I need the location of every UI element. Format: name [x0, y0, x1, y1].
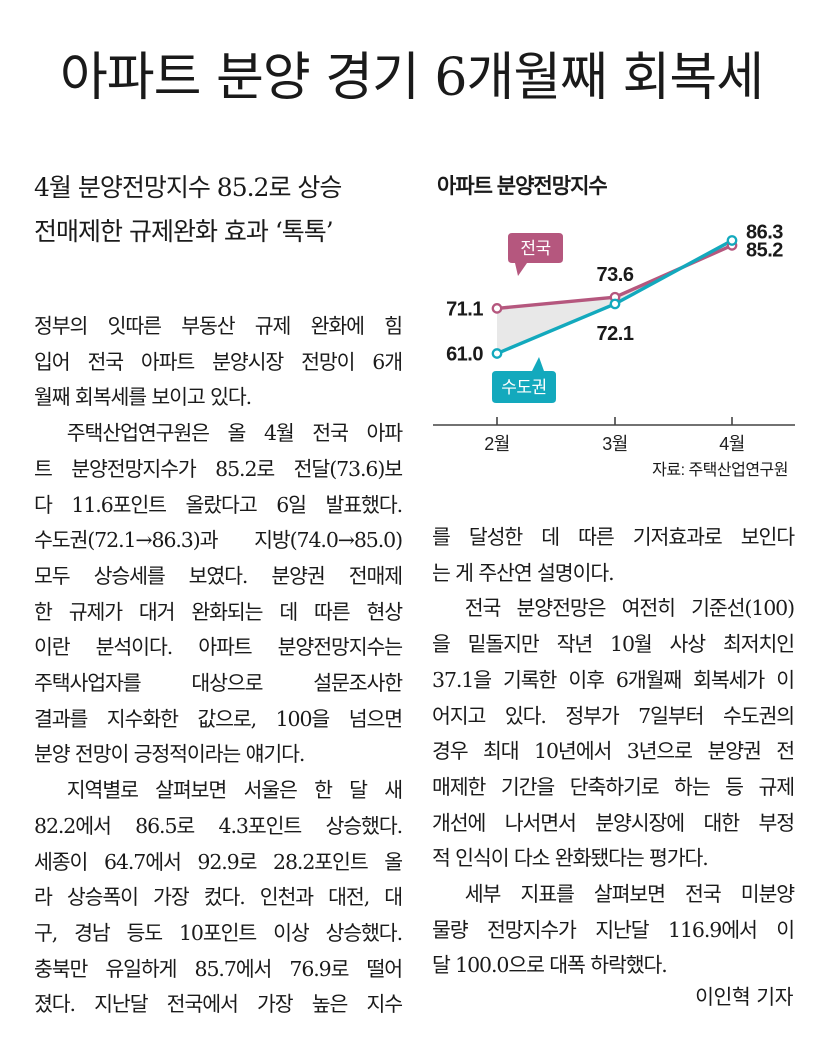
x-tick-label: 3월 — [602, 434, 628, 454]
data-point-national — [491, 303, 503, 314]
x-tick-label: 4월 — [719, 434, 745, 454]
body-line: 구, 경남 등도 10포인트 이상 상승했다. — [34, 920, 403, 945]
body-line: 세부 지표를 살펴보면 전국 미분양 — [464, 882, 795, 907]
body-line: 적 인식이 다소 완화됐다는 평가다. — [432, 846, 709, 871]
body-line: 전국 분양전망은 여전히 기준선(100) — [464, 596, 795, 621]
data-label-capital: 61.0 — [446, 344, 483, 366]
series-name-capital-label: 수도권 — [501, 378, 546, 397]
data-label-national: 73.6 — [597, 264, 634, 286]
chart-source: 자료: 주택산업연구원 — [652, 462, 788, 479]
body-line: 는 게 주산연 설명이다. — [432, 560, 615, 585]
body-line: 모두 상승세를 보였다. 분양권 전매제 — [34, 563, 403, 588]
body-line: 물량 전망지수가 지난달 116.9에서 이 — [432, 917, 795, 942]
headline: 아파트 분양 경기 6개월째 회복세 — [59, 48, 764, 108]
body-line: 이란 분석이다. 아파트 분양전망지수는 — [34, 635, 403, 660]
subhead-line-1: 4월 분양전망지수 85.2로 상승 — [34, 173, 342, 202]
body-line: 다 11.6포인트 올랐다고 6일 발표했다. — [34, 492, 403, 517]
body-line: 한 규제가 대거 완화되는 데 따른 현상 — [34, 599, 403, 624]
body-line: 정부의 잇따른 부동산 규제 완화에 힘 — [34, 314, 403, 338]
body-line: 을 밑돌지만 작년 10월 사상 최저치인 — [432, 632, 795, 657]
body-line: 주택산업연구원은 올 4월 전국 아파 — [66, 421, 403, 446]
body-line: 개선에 나서면서 분양시장에 대한 부정 — [432, 810, 795, 835]
series-name-national-tag — [508, 233, 563, 276]
article-column-left: 정부의 잇따른 부동산 규제 완화에 힘 입어 전국 아파트 분양시장 전망이 … — [34, 309, 403, 1023]
body-line: 월째 회복세를 보이고 있다. — [34, 385, 252, 410]
chart-title: 아파트 분양전망지수 — [437, 175, 608, 198]
subhead-line-2: 전매제한 규제완화 효과 ‘톡톡’ — [34, 217, 334, 246]
body-line: 졌다. 지난달 전국에서 가장 높은 지수 — [34, 992, 403, 1017]
body-line: 수도권(72.1→86.3)과 지방(74.0→85.0) — [34, 528, 403, 553]
data-label-capital: 86.3 — [746, 221, 783, 243]
body-line: 분양 전망이 긍정적이라는 얘기다. — [34, 742, 305, 767]
body-line: 결과를 지수화한 값으로, 100을 넘으면 — [34, 706, 403, 731]
data-label-capital: 72.1 — [597, 323, 634, 345]
body-line: 어지고 있다. 정부가 7일부터 수도권의 — [432, 703, 795, 728]
body-line: 달 100.0으로 대폭 하락했다. — [432, 953, 668, 978]
body-line: 82.2에서 86.5로 4.3포인트 상승했다. — [34, 813, 403, 838]
body-line: 를 달성한 데 따른 기저효과로 보인다 — [432, 525, 795, 549]
article-column-right: 를 달성한 데 따른 기저효과로 보인다 는 게 주산연 설명이다. 전국 분양… — [432, 520, 795, 984]
data-label-national: 85.2 — [746, 239, 783, 261]
body-line: 경우 최대 10년에서 3년으로 분양권 전 — [432, 739, 795, 764]
x-tick-label: 2월 — [484, 434, 510, 454]
series-name-national-label: 전국 — [520, 239, 550, 258]
body-line: 입어 전국 아파트 분양시장 전망이 6개 — [34, 349, 403, 374]
series-name-capital-tag — [492, 357, 556, 403]
body-line: 37.1을 기록한 이후 6개월째 회복세가 이 — [432, 667, 795, 692]
data-point-capital — [726, 235, 738, 246]
body-line: 지역별로 살펴보면 서울은 한 달 새 — [66, 778, 403, 803]
body-line: 주택사업자를 대상으로 설문조사한 — [34, 671, 403, 696]
data-label-national: 71.1 — [446, 298, 483, 320]
body-line: 매제한 기간을 단축하기로 하는 등 규제 — [432, 774, 795, 799]
body-line: 라 상승폭이 가장 컸다. 인천과 대전, 대 — [34, 885, 403, 910]
data-point-capital — [609, 298, 621, 310]
subheadline: 4월 분양전망지수 85.2로 상승 전매제한 규제완화 효과 ‘톡톡’ — [34, 166, 404, 254]
data-point-capital — [491, 348, 503, 359]
body-line: 세종이 64.7에서 92.9로 28.2포인트 올 — [34, 849, 403, 874]
body-line: 트 분양전망지수가 85.2로 전달(73.6)보 — [34, 456, 403, 481]
body-line: 충북만 유일하게 85.7에서 76.9로 떨어 — [34, 956, 403, 981]
byline: 이인혁 기자 — [695, 985, 793, 1009]
